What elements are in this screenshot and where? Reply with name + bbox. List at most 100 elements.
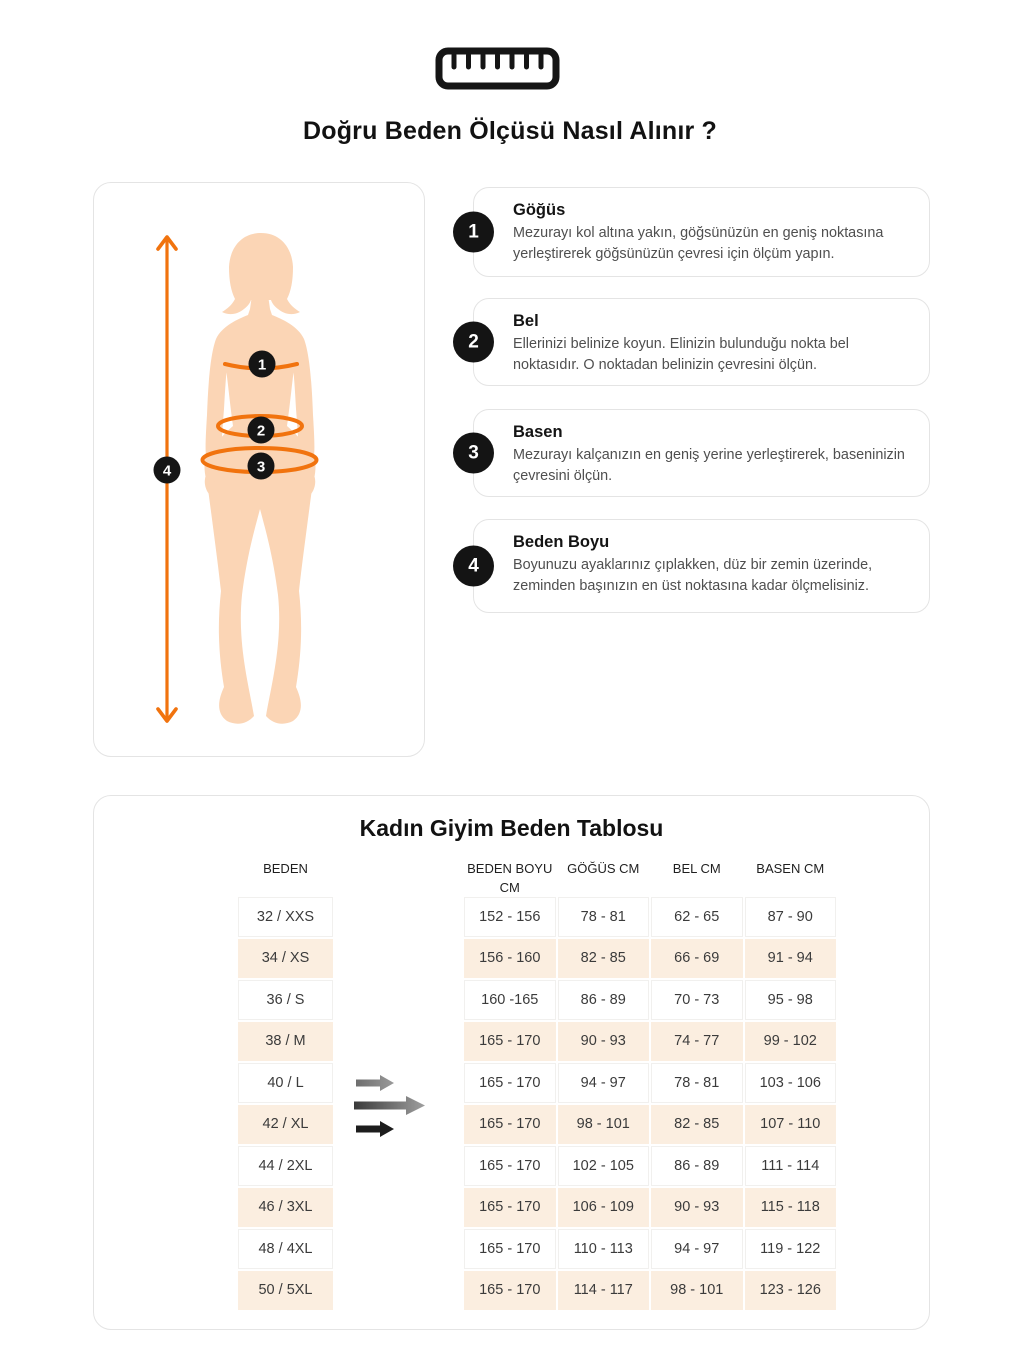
- svg-text:2: 2: [257, 422, 265, 439]
- measure-cell: 165 - 170: [464, 1063, 556, 1103]
- table-row: 165 - 170 110 - 113 94 - 97 119 - 122: [464, 1229, 836, 1269]
- measure-cell: 95 - 98: [744, 980, 836, 1020]
- size-cell: 38 / M: [238, 1021, 333, 1061]
- measure-cell: 123 - 126: [744, 1270, 836, 1310]
- size-cell: 42 / XL: [238, 1104, 333, 1144]
- size-cell: 40 / L: [238, 1063, 333, 1103]
- measure-cell: 78 - 81: [651, 1063, 743, 1103]
- size-cell: 46 / 3XL: [238, 1187, 333, 1227]
- measure-cell: 160 -165: [464, 980, 556, 1020]
- measure-cell: 90 - 93: [651, 1187, 743, 1227]
- measure-cell: 86 - 89: [557, 980, 649, 1020]
- size-column: 32 / XXS 34 / XS 36 / S 38 / M 40 / L 42…: [238, 897, 333, 1310]
- instruction-text: Mezurayı kalçanızın en geniş yerine yerl…: [513, 447, 905, 485]
- instruction-title: Bel: [513, 312, 539, 330]
- table-row: 152 - 156 78 - 81 62 - 65 87 - 90: [464, 897, 836, 937]
- measure-cell: 115 - 118: [744, 1187, 836, 1227]
- measure-cell: 165 - 170: [464, 1270, 556, 1310]
- svg-text:1: 1: [258, 356, 266, 373]
- arrow-right-long-gradient-icon: [354, 1096, 425, 1115]
- instruction-card-chest: 1 Göğüs Mezurayı kol altına yakın, göğsü…: [453, 187, 930, 277]
- measure-cell: 165 - 170: [464, 1146, 556, 1186]
- column-header-basen: BASEN CM: [756, 861, 825, 876]
- measure-cell: 90 - 93: [557, 1021, 649, 1061]
- measure-cell: 119 - 122: [744, 1229, 836, 1269]
- size-cell: 34 / XS: [238, 938, 333, 978]
- arrow-right-short-black-icon: [356, 1121, 394, 1137]
- instruction-card-waist: 2 Bel Ellerinizi belinize koyun. Elinizi…: [453, 298, 930, 386]
- step-badge: 3: [453, 432, 494, 474]
- instruction-title: Beden Boyu: [513, 533, 610, 551]
- measure-cell: 107 - 110: [744, 1104, 836, 1144]
- head-silhouette: [222, 233, 300, 315]
- measure-cell: 165 - 170: [464, 1021, 556, 1061]
- measure-cell: 66 - 69: [651, 938, 743, 978]
- size-table-card: Kadın Giyim Beden Tablosu BEDEN BEDEN BO…: [93, 795, 930, 1330]
- measure-cell: 152 - 156: [464, 897, 556, 937]
- instruction-card-height: 4 Beden Boyu Boyunuzu ayaklarınız çıplak…: [453, 519, 930, 613]
- instruction-text: Ellerinizi belinize koyun. Elinizin bulu…: [513, 336, 849, 374]
- column-header-gogus: GÖĞÜS CM: [567, 861, 640, 876]
- measure-cell: 111 - 114: [744, 1146, 836, 1186]
- measure-cell: 78 - 81: [557, 897, 649, 937]
- column-header-beden-boyu: BEDEN BOYU CM: [467, 861, 553, 895]
- measure-cell: 102 - 105: [557, 1146, 649, 1186]
- instruction-title: Göğüs: [513, 201, 566, 219]
- instruction-card-hip: 3 Basen Mezurayı kalçanızın en geniş yer…: [453, 409, 930, 497]
- measure-cell: 165 - 170: [464, 1187, 556, 1227]
- table-row: 165 - 170 106 - 109 90 - 93 115 - 118: [464, 1187, 836, 1227]
- table-row: 160 -165 86 - 89 70 - 73 95 - 98: [464, 980, 836, 1020]
- body-silhouette-diagram: 1 2 3 4: [153, 233, 319, 724]
- figure-badge-3: 3: [247, 452, 275, 480]
- column-header-bel: BEL CM: [672, 861, 721, 876]
- table-row: 165 - 170 98 - 101 82 - 85 107 - 110: [464, 1104, 836, 1144]
- table-row: 165 - 170 90 - 93 74 - 77 99 - 102: [464, 1021, 836, 1061]
- arrow-right-short-gray-icon: [356, 1075, 394, 1091]
- measure-cell: 82 - 85: [557, 938, 649, 978]
- measure-cell: 165 - 170: [464, 1229, 556, 1269]
- column-header-beden: BEDEN: [263, 861, 308, 876]
- figure-badge-2: 2: [247, 416, 275, 444]
- measure-cell: 156 - 160: [464, 938, 556, 978]
- measure-cell: 165 - 170: [464, 1104, 556, 1144]
- measure-cell: 98 - 101: [651, 1270, 743, 1310]
- svg-text:4: 4: [163, 462, 172, 479]
- step-badge: 2: [453, 321, 494, 363]
- step-badge: 1: [453, 211, 494, 253]
- page-title: Doğru Beden Ölçüsü Nasıl Alınır ?: [302, 117, 718, 145]
- step-badge: 4: [453, 545, 494, 587]
- measure-cell: 106 - 109: [557, 1187, 649, 1227]
- table-row: 165 - 170 94 - 97 78 - 81 103 - 106: [464, 1063, 836, 1103]
- measure-cell: 94 - 97: [651, 1229, 743, 1269]
- measure-cell: 114 - 117: [557, 1270, 649, 1310]
- size-cell: 36 / S: [238, 980, 333, 1020]
- table-row: 156 - 160 82 - 85 66 - 69 91 - 94: [464, 938, 836, 978]
- instruction-text: Mezurayı kol altına yakın, göğsünüzün en…: [513, 225, 884, 263]
- size-cell: 44 / 2XL: [238, 1146, 333, 1186]
- instruction-text: Boyunuzu ayaklarınız çıplakken, düz bir …: [513, 557, 873, 595]
- size-cell: 50 / 5XL: [238, 1270, 333, 1310]
- measure-cell: 62 - 65: [651, 897, 743, 937]
- measure-cell: 87 - 90: [744, 897, 836, 937]
- size-cell: 48 / 4XL: [238, 1229, 333, 1269]
- column-headers: BEDEN BOYU CM GÖĞÜS CM BEL CM BASEN CM: [464, 860, 836, 898]
- instruction-title: Basen: [513, 423, 563, 441]
- measure-cell: 70 - 73: [651, 980, 743, 1020]
- measure-cell: 110 - 113: [557, 1229, 649, 1269]
- measure-cell: 98 - 101: [557, 1104, 649, 1144]
- size-table-title: Kadın Giyim Beden Tablosu: [359, 815, 664, 841]
- body-measurement-figure-card: 1 2 3 4: [93, 182, 425, 757]
- table-row: 165 - 170 114 - 117 98 - 101 123 - 126: [464, 1270, 836, 1310]
- figure-badge-1: 1: [248, 350, 276, 378]
- figure-badge-4: 4: [153, 456, 181, 484]
- svg-text:3: 3: [257, 458, 265, 475]
- size-cell: 32 / XXS: [238, 897, 333, 937]
- body-silhouette: [204, 295, 316, 724]
- measurement-columns: 152 - 156 78 - 81 62 - 65 87 - 90 156 - …: [464, 897, 836, 1310]
- measure-cell: 91 - 94: [744, 938, 836, 978]
- measure-cell: 94 - 97: [557, 1063, 649, 1103]
- measure-cell: 82 - 85: [651, 1104, 743, 1144]
- table-row: 165 - 170 102 - 105 86 - 89 111 - 114: [464, 1146, 836, 1186]
- measure-cell: 86 - 89: [651, 1146, 743, 1186]
